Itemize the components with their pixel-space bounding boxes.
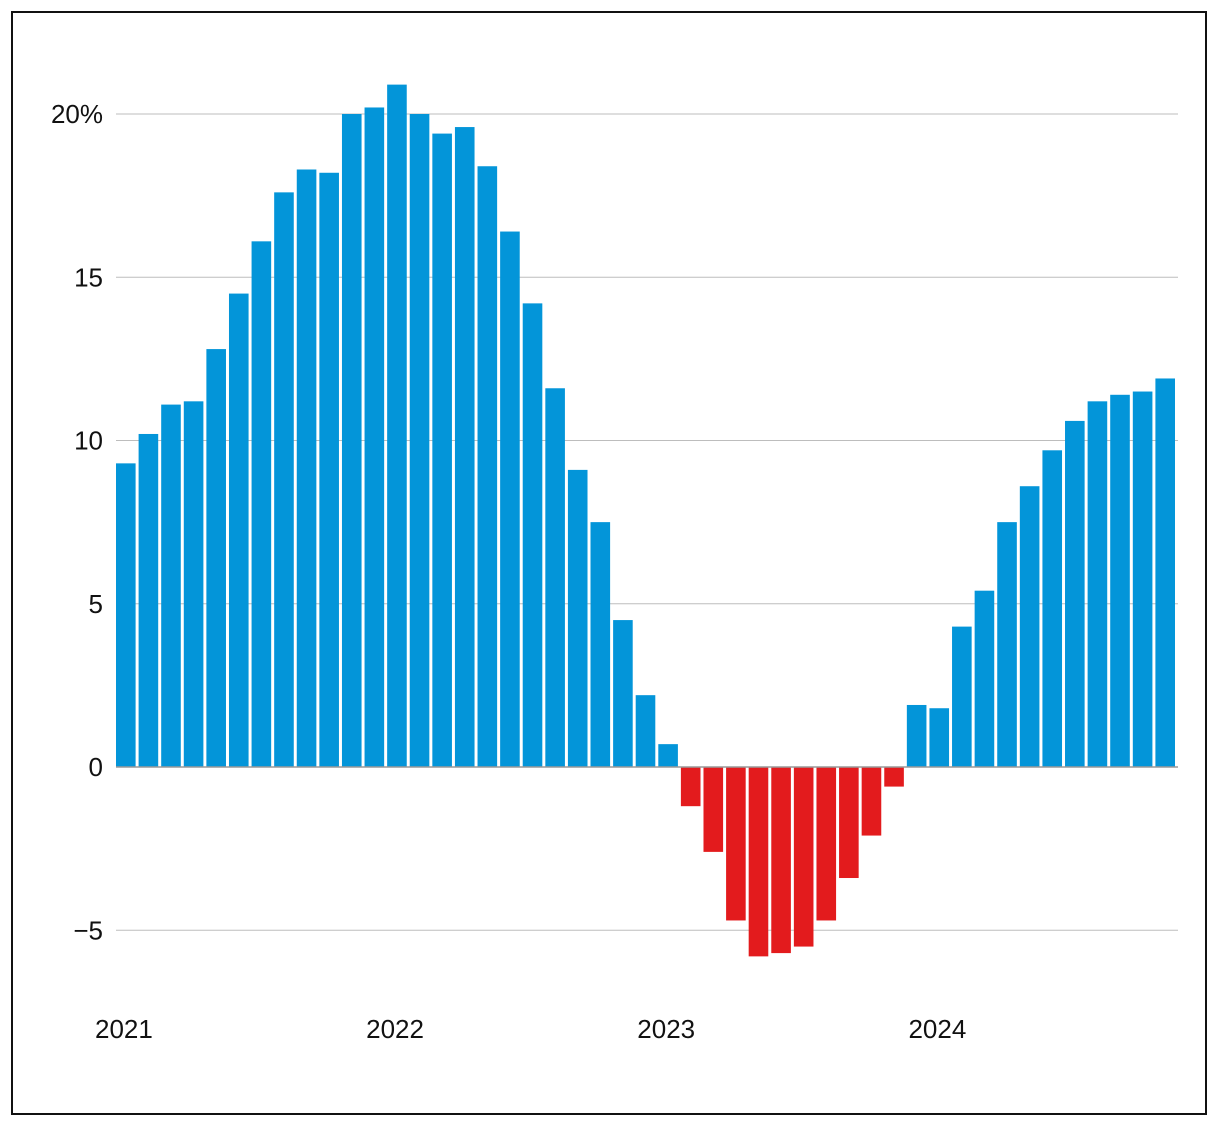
y-tick-label: 20%	[51, 99, 103, 129]
bar	[296, 169, 317, 767]
bar	[1087, 401, 1108, 767]
bar	[1155, 378, 1175, 767]
y-tick-label: 10	[74, 426, 103, 456]
bar	[138, 433, 159, 767]
bar	[116, 463, 136, 767]
bar	[974, 590, 995, 767]
bar	[929, 708, 950, 767]
bar	[319, 172, 339, 767]
bar	[658, 744, 678, 767]
bar	[567, 469, 588, 767]
bar	[228, 293, 249, 767]
bar	[635, 695, 656, 767]
bar	[545, 388, 565, 767]
bar	[1065, 420, 1085, 767]
bar	[409, 114, 430, 767]
x-tick-label: 2021	[95, 1014, 153, 1044]
x-tick-label: 2024	[908, 1014, 966, 1044]
bar	[206, 349, 226, 767]
bar	[771, 767, 791, 954]
bar	[613, 620, 633, 767]
y-tick-label: −5	[73, 915, 103, 945]
bar	[477, 166, 498, 768]
x-tick-label: 2022	[366, 1014, 424, 1044]
bar	[816, 767, 837, 921]
bar	[1042, 450, 1063, 767]
bar	[274, 192, 294, 768]
bar	[364, 107, 385, 768]
bar	[500, 231, 520, 768]
bar	[906, 704, 927, 767]
bar	[387, 84, 407, 768]
bar	[726, 767, 746, 921]
bar	[997, 522, 1017, 768]
bar	[680, 767, 701, 807]
bar	[251, 241, 272, 767]
bar	[161, 404, 181, 767]
bar	[432, 133, 452, 768]
x-axis-ticks: 2021 2022 2023 2024	[95, 1014, 966, 1044]
bars	[116, 84, 1175, 957]
x-tick-label: 2023	[637, 1014, 695, 1044]
bar	[793, 767, 814, 947]
bar	[522, 303, 543, 767]
bar	[884, 767, 904, 787]
y-tick-label: 0	[89, 752, 103, 782]
y-tick-label: 5	[89, 589, 103, 619]
bar	[861, 767, 882, 836]
bar	[183, 401, 204, 767]
bar	[1019, 486, 1040, 767]
bar	[590, 522, 611, 768]
bar	[1110, 394, 1130, 767]
y-axis-ticks: 20% 15 10 5 0 −5	[51, 99, 103, 945]
bar	[952, 626, 972, 767]
bar	[341, 114, 362, 767]
bar	[454, 127, 475, 767]
bar	[839, 767, 859, 879]
y-tick-label: 15	[74, 262, 103, 292]
bar	[703, 767, 724, 852]
bar	[1132, 391, 1153, 767]
bar	[748, 767, 769, 957]
